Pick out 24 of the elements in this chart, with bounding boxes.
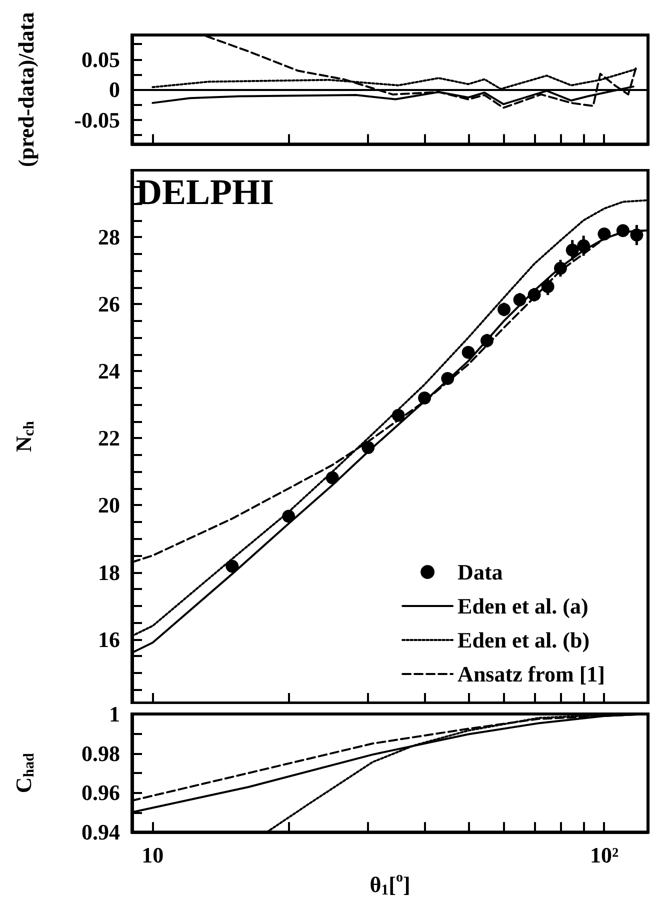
legend-label: Data: [458, 560, 503, 584]
y-axis-title: Nch: [11, 420, 38, 452]
y-tick-label: 18: [98, 560, 120, 585]
legend-label: Ansatz from [1]: [458, 662, 606, 686]
x-tick-label: 10²: [590, 842, 619, 868]
legend-label: Eden et al. (b): [458, 628, 590, 652]
x-tick-label: 10: [142, 842, 164, 868]
annotation: DELPHI: [136, 172, 274, 212]
y-tick-label: 0.96: [82, 780, 120, 806]
y-axis-title: Chad: [11, 752, 38, 794]
y-tick-label: 16: [98, 626, 120, 652]
y-tick-label: 24: [98, 358, 120, 384]
y-tick-label: 28: [98, 224, 120, 250]
y-tick-label: 1: [109, 702, 120, 726]
y-tick-label: 20: [98, 492, 120, 518]
y-tick-label: 22: [98, 426, 120, 451]
y-tick-label: 0.94: [82, 820, 120, 845]
legend-label: Eden et al. (a): [458, 594, 588, 618]
y-axis-title: (pred-data)/data: [14, 12, 38, 168]
y-tick-label: 26: [98, 292, 120, 317]
y-tick-label: 0: [109, 77, 120, 102]
y-tick-label: -0.05: [74, 107, 120, 132]
y-tick-label: 0.98: [82, 740, 120, 766]
y-tick-label: 0.05: [82, 46, 120, 72]
